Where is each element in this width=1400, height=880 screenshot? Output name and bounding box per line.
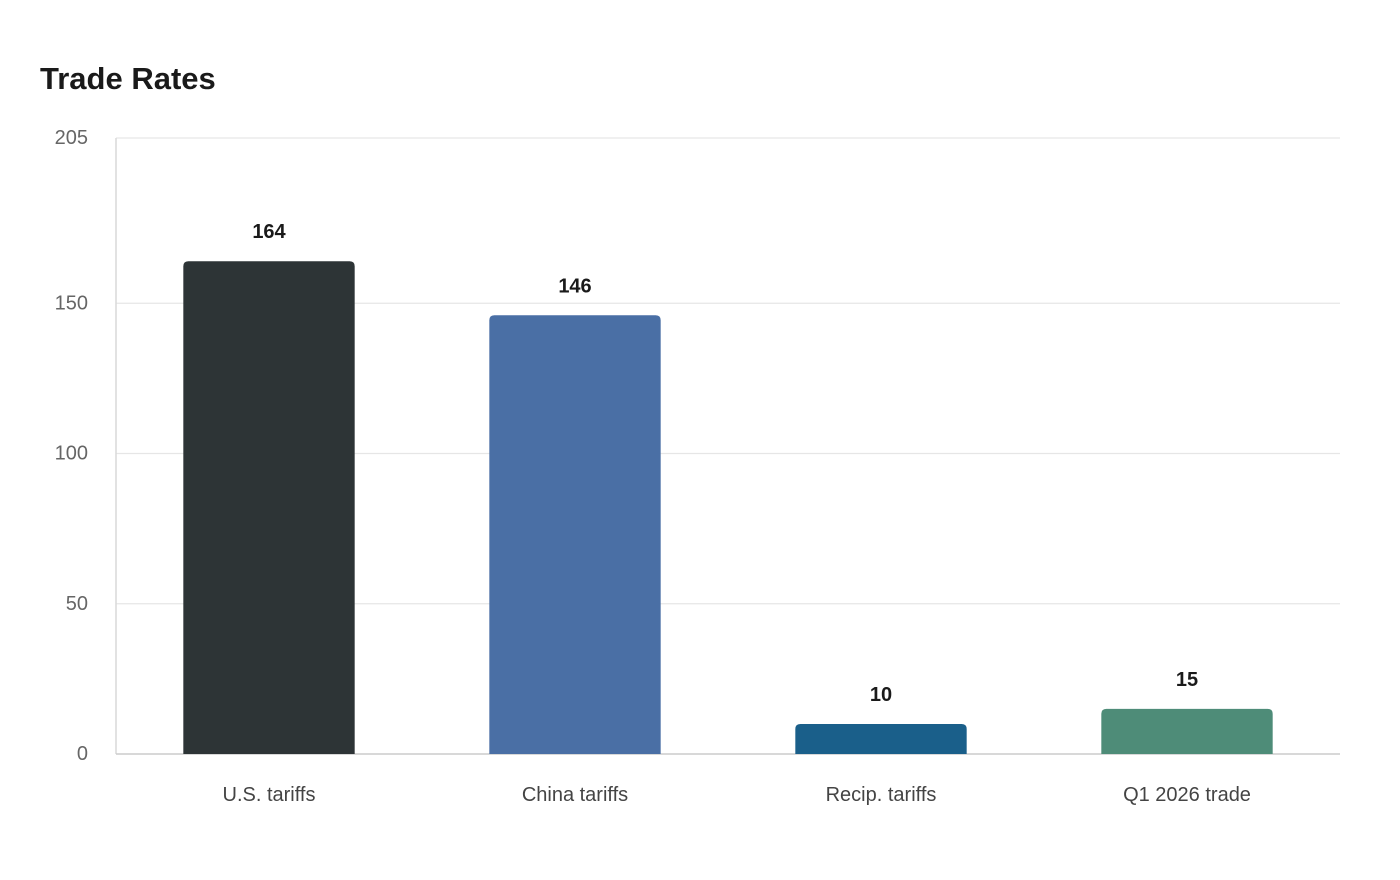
bar-value-label: 146 (558, 275, 591, 297)
bar-value-label: 15 (1176, 669, 1198, 691)
x-axis-tick-labels: U.S. tariffs China tariffs Recip. tariffs Q… (223, 784, 1251, 806)
bar (795, 723, 967, 754)
bar (489, 315, 661, 754)
data-labels: 164 146 10 15 (252, 221, 1198, 706)
y-tick-label: 50 (66, 593, 88, 615)
chart-title: Trade Rates (40, 61, 216, 96)
bar (1101, 708, 1273, 754)
y-axis-tick-labels: 0 50 100 150 205 (55, 127, 88, 765)
bar-value-label: 164 (252, 221, 286, 243)
y-tick-label: 100 (55, 443, 88, 465)
bar (183, 261, 355, 754)
y-tick-label: 0 (77, 743, 88, 765)
y-tick-label: 205 (55, 127, 88, 149)
y-tick-label: 150 (55, 292, 88, 314)
x-tick-label: Q1 2026 trade (1123, 784, 1251, 806)
x-tick-label: China tariffs (522, 784, 628, 806)
bars (183, 261, 1273, 754)
x-tick-label: U.S. tariffs (223, 784, 316, 806)
bar-value-label: 10 (870, 684, 892, 706)
x-tick-label: Recip. tariffs (826, 784, 937, 806)
